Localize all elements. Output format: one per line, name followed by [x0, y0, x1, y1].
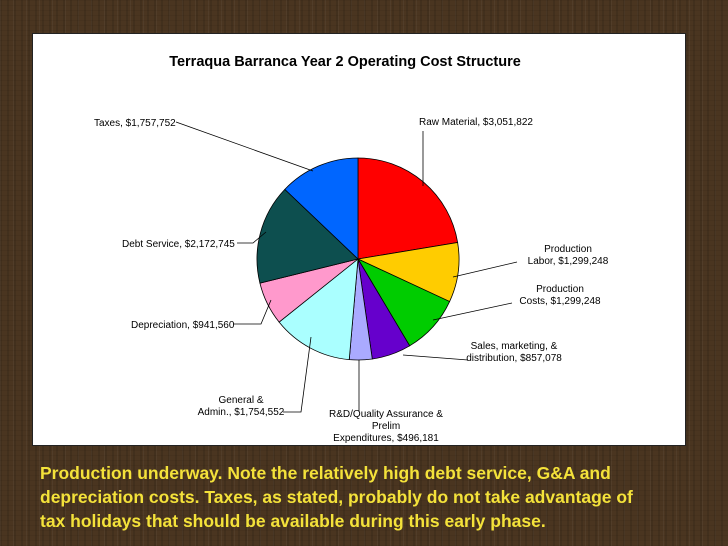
slice-label-production-costs: Production Costs, $1,299,248 [519, 284, 601, 307]
caption: Production underway. Note the relatively… [40, 461, 710, 533]
chart-panel: Terraqua Barranca Year 2 Operating Cost … [32, 33, 686, 446]
caption-line-3: tax holidays that should be available du… [40, 511, 546, 531]
slice-label-debt: Debt Service, $2,172,745 [122, 239, 235, 250]
pie-slice-8 [284, 157, 359, 260]
chart-title: Terraqua Barranca Year 2 Operating Cost … [169, 54, 521, 70]
caption-line-1: Production underway. Note the relatively… [40, 463, 611, 483]
leader-line-taxes [175, 121, 314, 172]
leader-line-sales [402, 354, 469, 361]
slice-label-general: General & Admin., $1,754,552 [198, 395, 285, 418]
pie-slice-7 [256, 188, 359, 284]
slice-label-taxes: Taxes, $1,757,752 [94, 118, 176, 129]
pie-slice-5 [278, 258, 359, 361]
pie-chart: Terraqua Barranca Year 2 Operating Cost … [94, 54, 609, 444]
slice-label-raw-material: Raw Material, $3,051,822 [419, 117, 533, 128]
leader-line-depreciation [233, 299, 272, 325]
slice-label-rd: R&D/Quality Assurance & Prelim Expenditure… [329, 409, 443, 444]
slice-label-sales: Sales, marketing, & distribution, $857,07… [466, 341, 562, 364]
slice-label-depreciation: Depreciation, $941,560 [131, 320, 235, 331]
slice-label-production-labor: Production Labor, $1,299,248 [528, 244, 609, 267]
leader-line-production-costs [432, 302, 513, 321]
leader-line-debt [237, 231, 267, 244]
caption-line-2: depreciation costs. Taxes, as stated, pr… [40, 487, 633, 507]
leader-line-production-labor [452, 261, 518, 278]
pie-slice-0 [357, 157, 459, 260]
leader-line-general [283, 336, 312, 413]
